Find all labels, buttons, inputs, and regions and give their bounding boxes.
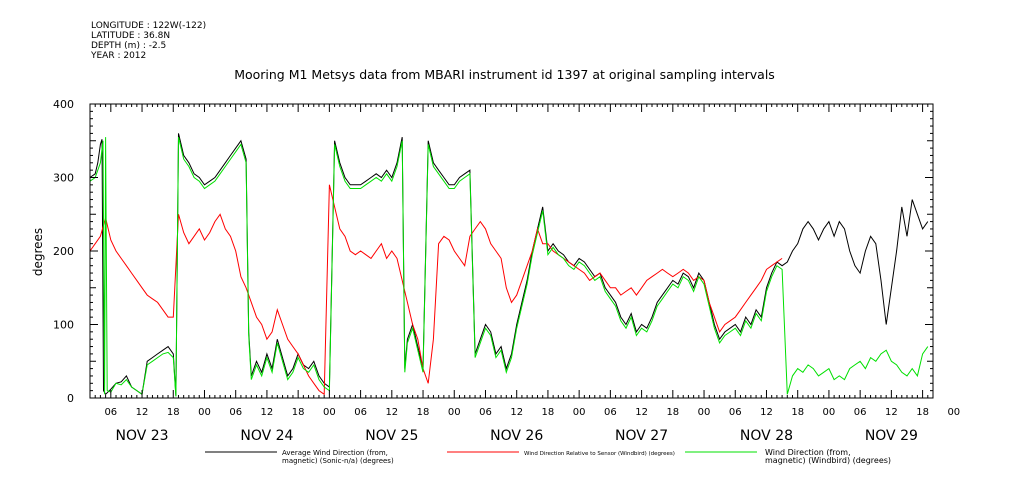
x-tick-label: 12 bbox=[760, 407, 773, 418]
legend: Average Wind Direction (from,magnetic) (… bbox=[205, 448, 891, 465]
x-tick-label: 12 bbox=[510, 407, 523, 418]
y-axis: 0 100 200 300 400 bbox=[53, 98, 933, 405]
meta-year: YEAR : 2012 bbox=[91, 51, 147, 61]
series-line-2 bbox=[89, 184, 783, 396]
chart-title: Mooring M1 Metsys data from MBARI instru… bbox=[234, 67, 775, 82]
x-tick-label: 12 bbox=[136, 407, 149, 418]
x-tick-label: 06 bbox=[354, 407, 367, 418]
y-tick-label: 100 bbox=[53, 319, 74, 332]
legend-label-2: Wind Direction Relative to Sensor (Windb… bbox=[524, 451, 675, 457]
x-day-label: NOV 29 bbox=[865, 428, 918, 444]
x-tick-label: 06 bbox=[104, 407, 117, 418]
x-tick-label: 00 bbox=[698, 407, 711, 418]
x-tick-label: 06 bbox=[604, 407, 617, 418]
legend-label-1: magnetic) (Sonic-n/a) (degrees) bbox=[282, 457, 394, 465]
series-line-3 bbox=[89, 136, 929, 397]
x-axis: 06 12 18 00 06 12 18 00 06 12 18 00 06 12 18 00 06 12 18 00… bbox=[89, 104, 960, 444]
x-day-label: NOV 26 bbox=[490, 428, 543, 444]
x-tick-label: 00 bbox=[573, 407, 586, 418]
x-day-label: NOV 28 bbox=[740, 428, 793, 444]
x-tick-label: 12 bbox=[635, 407, 648, 418]
legend-label-3: magnetic) (Windbird) (degrees) bbox=[765, 456, 891, 465]
x-tick-label: 12 bbox=[385, 407, 398, 418]
x-day-label: NOV 23 bbox=[115, 428, 168, 444]
x-day-label: NOV 25 bbox=[365, 428, 418, 444]
x-tick-label: 00 bbox=[448, 407, 461, 418]
meta-longitude: LONGITUDE : 122W(-122) bbox=[91, 21, 207, 31]
y-tick-label: 200 bbox=[53, 245, 74, 258]
legend-label-3: Wind Direction (from, bbox=[765, 448, 851, 457]
plot-series-group bbox=[89, 133, 929, 397]
series-line-1 bbox=[89, 133, 929, 396]
x-tick-label: 18 bbox=[666, 407, 679, 418]
y-tick-label: 300 bbox=[53, 172, 74, 185]
x-tick-label: 18 bbox=[791, 407, 804, 418]
x-tick-label: 06 bbox=[479, 407, 492, 418]
x-tick-label: 00 bbox=[947, 407, 960, 418]
y-tick-label: 0 bbox=[67, 392, 74, 405]
x-tick-label: 00 bbox=[198, 407, 211, 418]
x-tick-label: 06 bbox=[729, 407, 742, 418]
x-tick-label: 18 bbox=[417, 407, 430, 418]
x-tick-label: 06 bbox=[854, 407, 867, 418]
x-tick-label: 12 bbox=[885, 407, 898, 418]
x-tick-label: 00 bbox=[823, 407, 836, 418]
legend-label-1: Average Wind Direction (from, bbox=[282, 449, 388, 457]
x-tick-label: 00 bbox=[323, 407, 336, 418]
x-tick-label: 18 bbox=[542, 407, 555, 418]
y-tick-label: 400 bbox=[53, 98, 74, 111]
x-tick-label: 12 bbox=[261, 407, 274, 418]
meta-latitude: LATITUDE : 36.8N bbox=[91, 31, 171, 41]
x-tick-label: 18 bbox=[167, 407, 180, 418]
x-day-label: NOV 27 bbox=[615, 428, 668, 444]
x-tick-label: 18 bbox=[292, 407, 305, 418]
x-tick-label: 06 bbox=[229, 407, 242, 418]
x-day-label: NOV 24 bbox=[240, 428, 293, 444]
x-tick-label: 18 bbox=[916, 407, 929, 418]
meta-depth: DEPTH (m) : -2.5 bbox=[91, 41, 167, 51]
